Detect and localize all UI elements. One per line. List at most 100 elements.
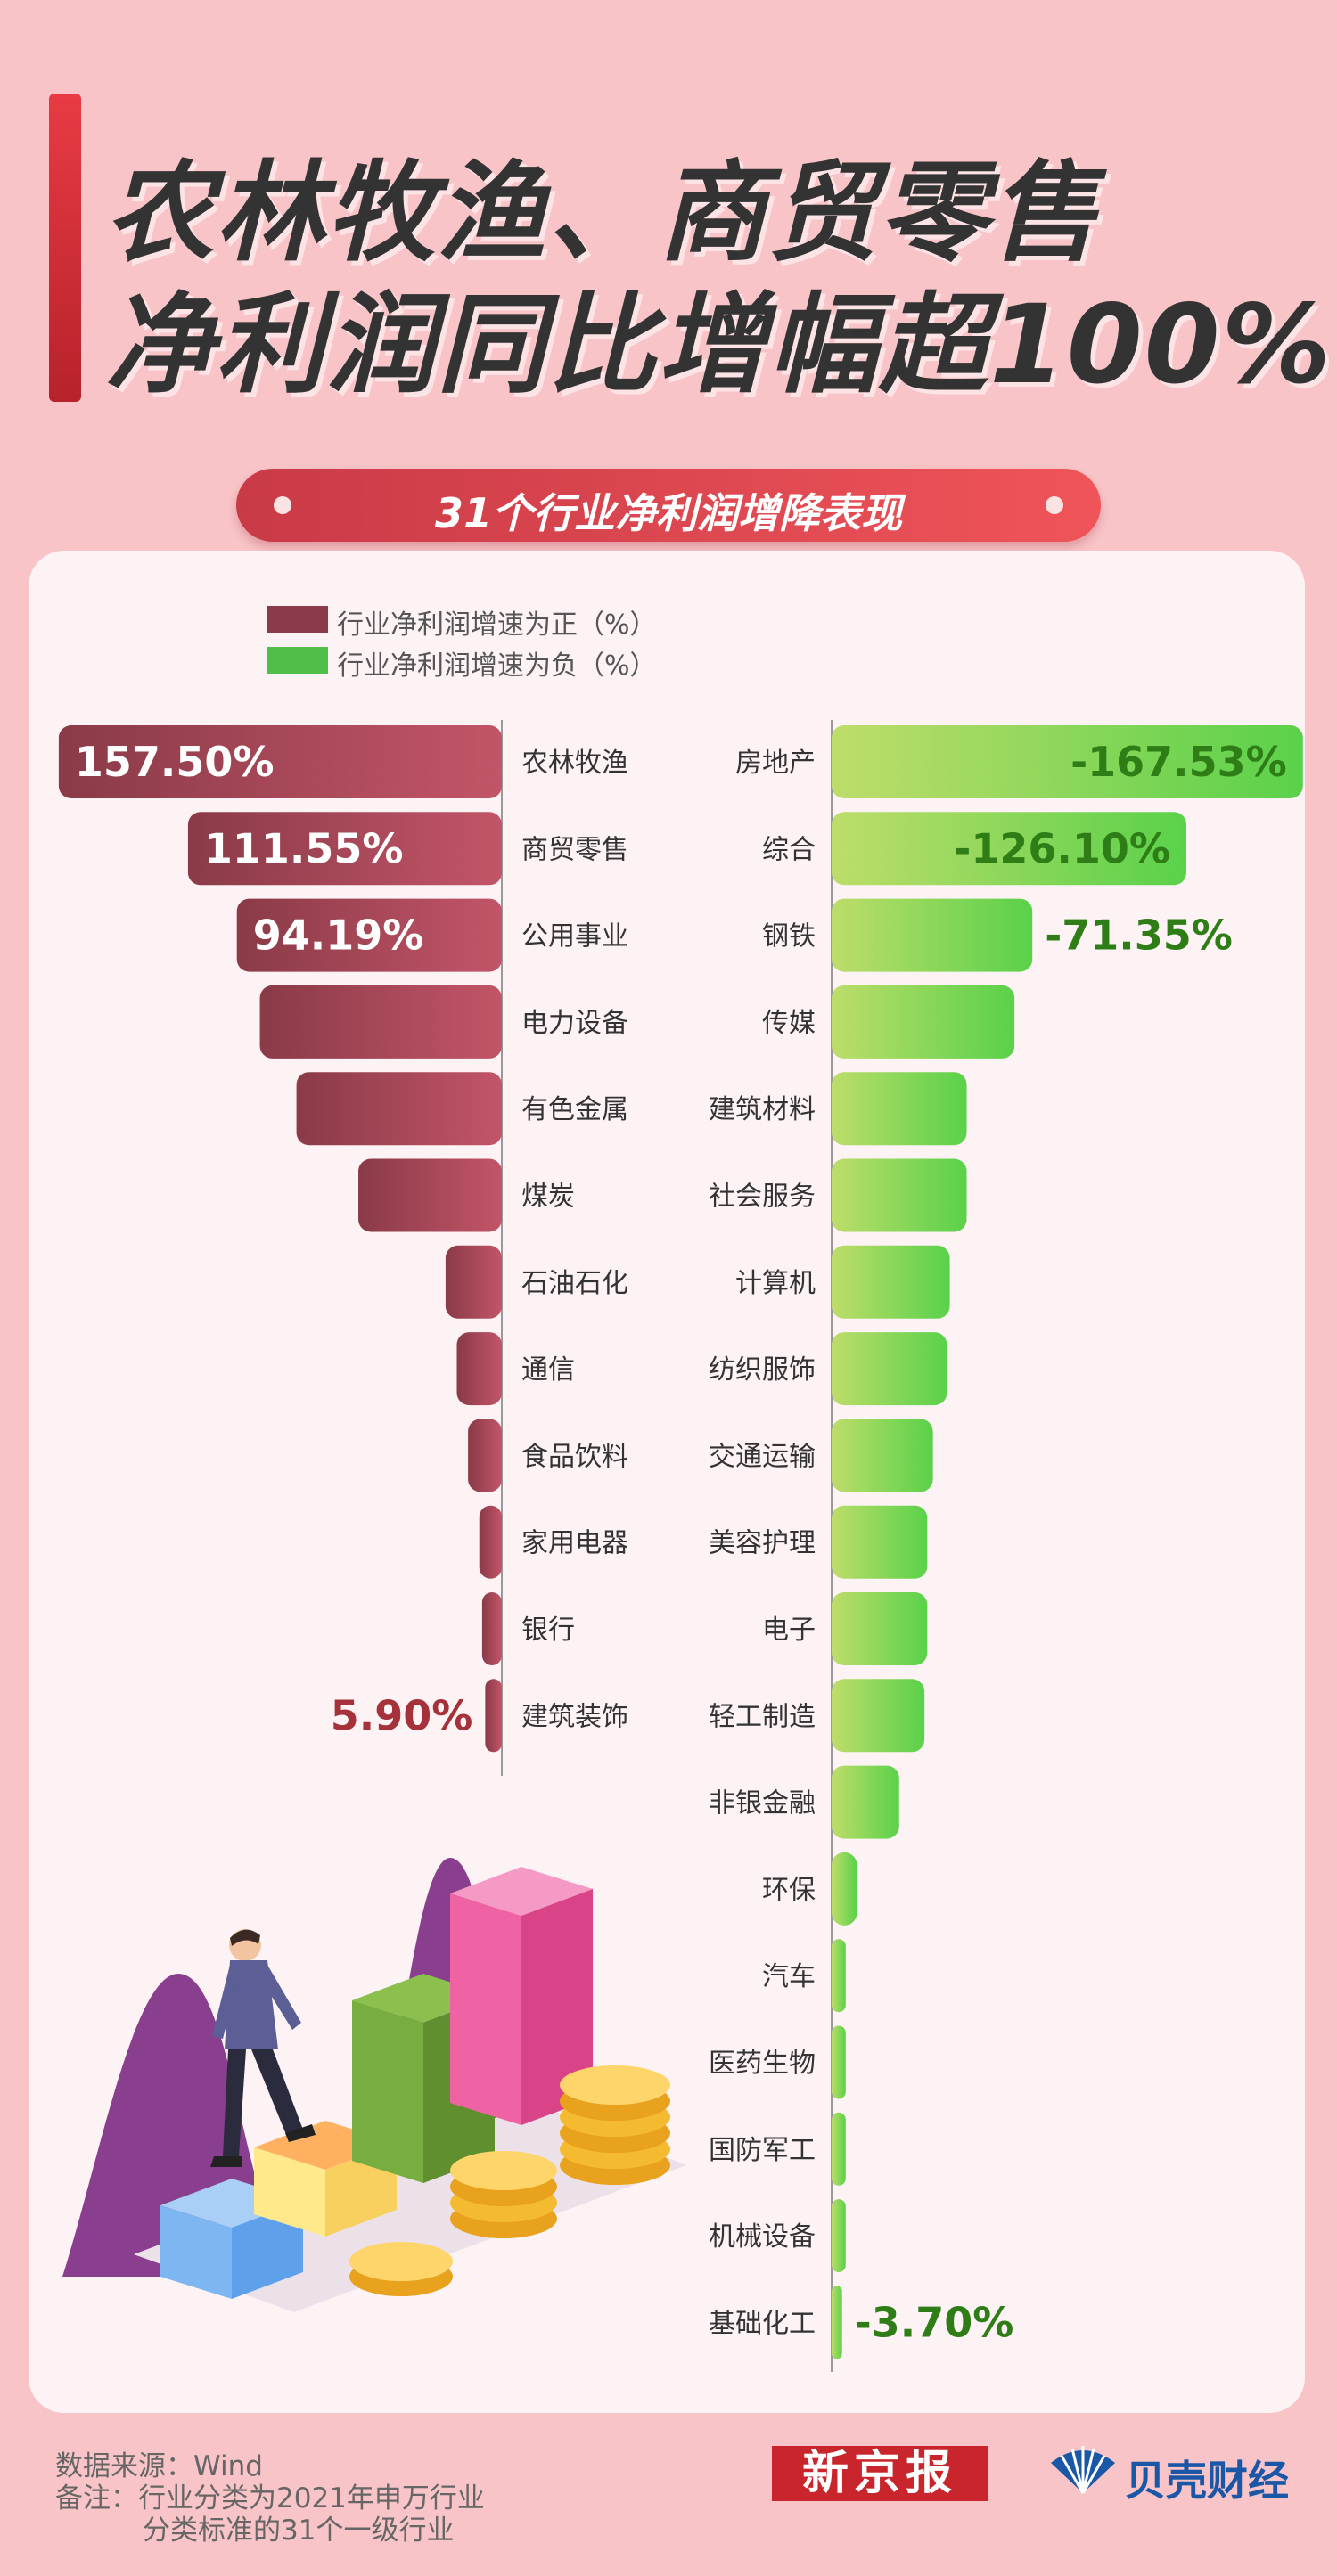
category-label-negative-9: 美容护理	[709, 1528, 816, 1559]
xinjingbao-logo: 新京报	[772, 2446, 988, 2501]
illustration	[62, 1858, 686, 2312]
category-label-positive-7: 通信	[521, 1354, 575, 1386]
beike-caijing-logo: 贝壳财经	[1125, 2457, 1289, 2505]
bar-negative-7	[832, 1332, 947, 1406]
category-label-negative-1: 综合	[762, 834, 816, 865]
category-label-negative-16: 国防军工	[709, 2135, 816, 2166]
legend-label-negative: 行业净利润增速为负（%）	[337, 650, 657, 682]
category-label-negative-17: 机械设备	[709, 2221, 816, 2253]
bar-negative-10	[832, 1592, 928, 1665]
coin-stack-large	[560, 2065, 670, 2185]
category-label-negative-10: 电子	[762, 1615, 816, 1646]
bar-positive-10	[481, 1592, 502, 1665]
bar-negative-14	[832, 1939, 846, 2013]
shell-logo-icon	[1051, 2446, 1115, 2494]
category-label-positive-10: 银行	[521, 1615, 575, 1646]
bar-positive-11	[485, 1679, 502, 1753]
data-label-negative-2: -71.35%	[1045, 912, 1233, 960]
block-pink-left	[450, 1893, 521, 2125]
bar-positive-6	[445, 1245, 502, 1319]
category-label-negative-0: 房地产	[735, 748, 816, 779]
data-label-positive-1: 111.55%	[204, 824, 404, 872]
category-label-negative-14: 汽车	[762, 1961, 816, 1992]
bar-negative-9	[832, 1505, 928, 1579]
bar-negative-12	[832, 1765, 899, 1839]
legend-swatch-positive	[267, 606, 328, 633]
data-label-positive-11: 5.90%	[331, 1691, 473, 1739]
bar-negative-18	[832, 2286, 842, 2359]
category-label-negative-5: 社会服务	[709, 1182, 816, 1213]
category-label-negative-4: 建筑材料	[709, 1094, 816, 1125]
data-label-negative-0: -167.53%	[1070, 738, 1287, 786]
block-pink-right	[521, 1889, 593, 2125]
footnote-line-1: 备注：行业分类为2021年申万行业	[55, 2482, 485, 2515]
category-label-positive-5: 煤炭	[521, 1182, 575, 1213]
bar-negative-11	[832, 1679, 925, 1753]
bar-negative-2	[832, 898, 1033, 972]
bar-negative-16	[832, 2112, 846, 2186]
bar-negative-3	[832, 985, 1015, 1059]
title-accent-bar	[49, 94, 81, 402]
category-label-positive-1: 商贸零售	[521, 834, 628, 865]
category-label-positive-9: 家用电器	[521, 1528, 628, 1559]
bar-negative-6	[832, 1245, 950, 1319]
bar-negative-1	[832, 812, 1187, 886]
banner-dot-left	[274, 496, 291, 514]
category-label-negative-7: 纺织服饰	[709, 1354, 816, 1386]
chart-subtitle: 31个行业净利润增降表现	[434, 489, 902, 537]
subtitle-banner: 31个行业净利润增降表现	[236, 469, 1101, 542]
bar-positive-1	[187, 812, 502, 886]
bar-positive-8	[468, 1419, 502, 1492]
category-label-positive-3: 电力设备	[521, 1008, 628, 1039]
bar-positive-0	[58, 725, 502, 798]
data-label-positive-2: 94.19%	[253, 912, 424, 960]
data-source: 数据来源：Wind	[55, 2450, 263, 2482]
footnote-line-2: 分类标准的31个一级行业	[143, 2515, 455, 2547]
category-label-negative-15: 医药生物	[709, 2049, 816, 2080]
bar-positive-5	[358, 1158, 502, 1232]
headline-line-2: 净利润同比增幅超100%	[105, 282, 1333, 408]
bar-negative-5	[832, 1158, 967, 1232]
category-label-negative-8: 交通运输	[709, 1441, 816, 1472]
bar-positive-4	[296, 1072, 502, 1146]
coin-stack-mid	[450, 2151, 557, 2238]
category-label-negative-18: 基础化工	[709, 2308, 816, 2339]
data-label-positive-0: 157.50%	[75, 738, 275, 786]
bar-positive-9	[479, 1505, 502, 1579]
category-label-positive-6: 石油石化	[521, 1268, 628, 1299]
headline-line-1: 农林牧渔、商贸零售	[105, 150, 1100, 276]
category-label-negative-6: 计算机	[735, 1268, 816, 1299]
bar-negative-17	[832, 2199, 846, 2273]
data-label-negative-18: -3.70%	[855, 2298, 1014, 2346]
bar-negative-8	[832, 1419, 933, 1492]
bar-negative-15	[832, 2025, 846, 2099]
bar-positive-7	[456, 1332, 502, 1406]
businessman-figure	[210, 1929, 316, 2167]
block-blue-right	[232, 2201, 303, 2299]
category-label-positive-0: 农林牧渔	[521, 748, 628, 779]
banner-dot-right	[1046, 496, 1063, 514]
bar-positive-3	[259, 985, 502, 1059]
data-label-negative-1: -126.10%	[954, 824, 1170, 872]
category-label-negative-3: 传媒	[762, 1008, 816, 1039]
block-blue-left	[160, 2205, 232, 2299]
bar-positive-2	[236, 898, 502, 972]
category-label-negative-11: 轻工制造	[709, 1701, 816, 1732]
category-label-positive-11: 建筑装饰	[521, 1701, 628, 1732]
coin-stack-small	[349, 2242, 453, 2296]
category-label-positive-4: 有色金属	[521, 1094, 628, 1125]
bar-negative-13	[832, 1852, 857, 1926]
category-label-negative-2: 钢铁	[762, 921, 816, 953]
block-pink-top	[450, 1867, 593, 1916]
category-label-negative-12: 非银金融	[709, 1788, 816, 1820]
legend-swatch-negative	[267, 647, 328, 674]
bar-negative-4	[832, 1072, 967, 1146]
legend-label-positive: 行业净利润增速为正（%）	[337, 609, 657, 641]
category-label-negative-13: 环保	[762, 1875, 816, 1906]
category-label-positive-2: 公用事业	[521, 921, 628, 953]
block-yellow-left	[254, 2147, 325, 2237]
bar-negative-0	[832, 725, 1303, 798]
category-label-positive-8: 食品饮料	[521, 1441, 628, 1472]
block-green-left	[352, 2000, 423, 2183]
